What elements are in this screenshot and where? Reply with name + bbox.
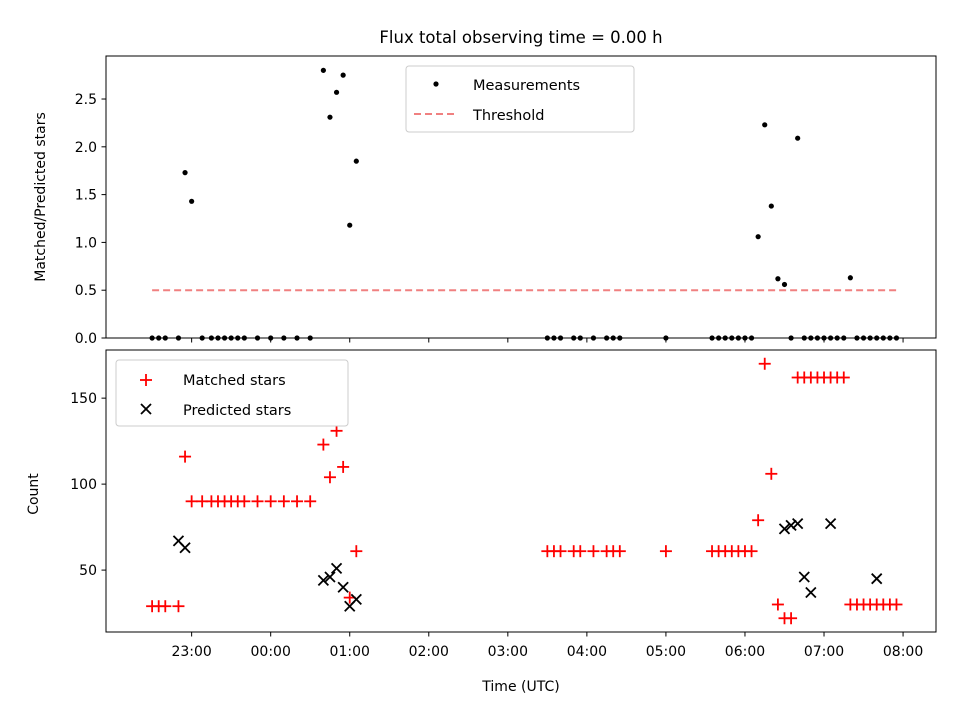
predicted-star-point (778, 523, 791, 535)
matched-star-point (185, 495, 198, 508)
legend-predicted-marker (140, 403, 152, 415)
predicted-star-point (798, 571, 810, 583)
bottom-x-tick-label: 04:00 (567, 644, 607, 660)
measurement-point (755, 234, 761, 240)
bottom-y-tick-label: 50 (79, 563, 97, 579)
predicted-star-point (824, 518, 837, 530)
matched-star-point (317, 438, 330, 451)
predicted-star-point (792, 518, 804, 530)
bottom-legend-box (115, 359, 349, 427)
predicted-star-point (871, 573, 883, 585)
measurement-point (182, 170, 188, 176)
matched-star-point (179, 450, 192, 463)
matched-star-point (785, 612, 798, 625)
measurement-point (340, 72, 346, 78)
matched-star-point (771, 598, 784, 611)
top-chart-title: Flux total observing time = 0.00 h (379, 28, 662, 47)
bottom-legend: Matched stars Predicted stars (115, 359, 349, 427)
matched-star-point (350, 545, 363, 558)
legend-measurements-label: Measurements (473, 78, 580, 94)
matched-star-point (613, 545, 626, 558)
top-legend-box (405, 65, 635, 133)
matched-star-point (758, 357, 771, 370)
predicted-star-point (179, 542, 191, 554)
matched-star-point (323, 471, 336, 484)
matched-star-point (264, 495, 277, 508)
matched-star-point (238, 495, 251, 508)
bottom-x-tick-label: 01:00 (330, 644, 370, 660)
bottom-x-tick-label: 00:00 (251, 644, 291, 660)
bottom-y-tick-label: 100 (70, 477, 97, 493)
matched-star-point (159, 600, 172, 613)
predicted-star-point (317, 574, 330, 587)
top-plot-area (149, 67, 900, 341)
top-legend: Measurements Threshold (405, 65, 635, 133)
measurement-point (768, 203, 774, 209)
legend-measurements-marker (433, 81, 439, 87)
bottom-y-axis-label: Count (26, 473, 42, 515)
top-y-tick-label: 1.5 (75, 188, 97, 204)
top-y-tick-label: 0.0 (75, 331, 97, 347)
matched-star-point (337, 460, 350, 473)
predicted-star-point (785, 519, 797, 532)
top-y-axis-label: Matched/Predicted stars (33, 112, 49, 282)
top-y-tick-label: 1.0 (75, 235, 97, 251)
measurement-point (762, 122, 768, 128)
measurement-point (189, 198, 195, 204)
measurement-point (333, 89, 340, 95)
top-y-tick-label: 2.0 (75, 140, 97, 156)
bottom-x-tick-label: 03:00 (488, 644, 528, 660)
predicted-star-point (805, 586, 817, 599)
matched-star-point (587, 545, 600, 558)
legend-predicted-label: Predicted stars (183, 403, 291, 419)
top-y-tick-label: 0.5 (75, 283, 97, 299)
bottom-axes-frame (105, 349, 937, 633)
bottom-x-axis-label: Time (UTC) (481, 679, 559, 695)
predicted-star-point (350, 593, 362, 605)
measurement-point (795, 135, 801, 141)
predicted-star-point (324, 571, 336, 583)
bottom-x-tick-label: 23:00 (171, 644, 211, 660)
predicted-star-point (330, 562, 343, 575)
bottom-y-tick-label: 150 (70, 391, 97, 407)
matched-star-point (304, 495, 317, 508)
legend-matched-marker (140, 374, 152, 386)
matched-star-point (659, 545, 672, 558)
bottom-x-tick-label: 08:00 (883, 644, 923, 660)
bottom-x-tick-label: 06:00 (725, 644, 765, 660)
measurement-point (847, 275, 853, 281)
top-y-tick-label: 2.5 (75, 92, 97, 108)
bottom-x-tick-label: 05:00 (646, 644, 686, 660)
matched-star-point (172, 600, 185, 613)
matched-star-point (277, 495, 290, 508)
measurement-point (320, 67, 326, 73)
measurement-point (353, 158, 359, 164)
bottom-x-tick-label: 07:00 (804, 644, 844, 660)
legend-matched-label: Matched stars (183, 373, 286, 389)
matched-star-point (765, 467, 778, 480)
bottom-plot-area (146, 357, 903, 625)
matched-star-point (251, 495, 264, 508)
matched-star-point (330, 424, 343, 437)
measurement-point (775, 276, 781, 282)
measurement-point (781, 281, 788, 288)
measurement-point (347, 222, 353, 228)
matched-star-point (574, 545, 587, 558)
measurement-point (327, 114, 333, 120)
predicted-star-point (337, 581, 349, 593)
matched-star-point (752, 514, 765, 527)
matched-star-point (291, 495, 304, 508)
matched-star-point (554, 545, 567, 558)
matched-star-point (837, 371, 850, 384)
bottom-x-tick-label: 02:00 (409, 644, 449, 660)
matched-star-point (745, 545, 758, 558)
top-axes-frame (105, 55, 937, 339)
matched-star-point (890, 598, 903, 611)
legend-threshold-label: Threshold (472, 108, 544, 124)
